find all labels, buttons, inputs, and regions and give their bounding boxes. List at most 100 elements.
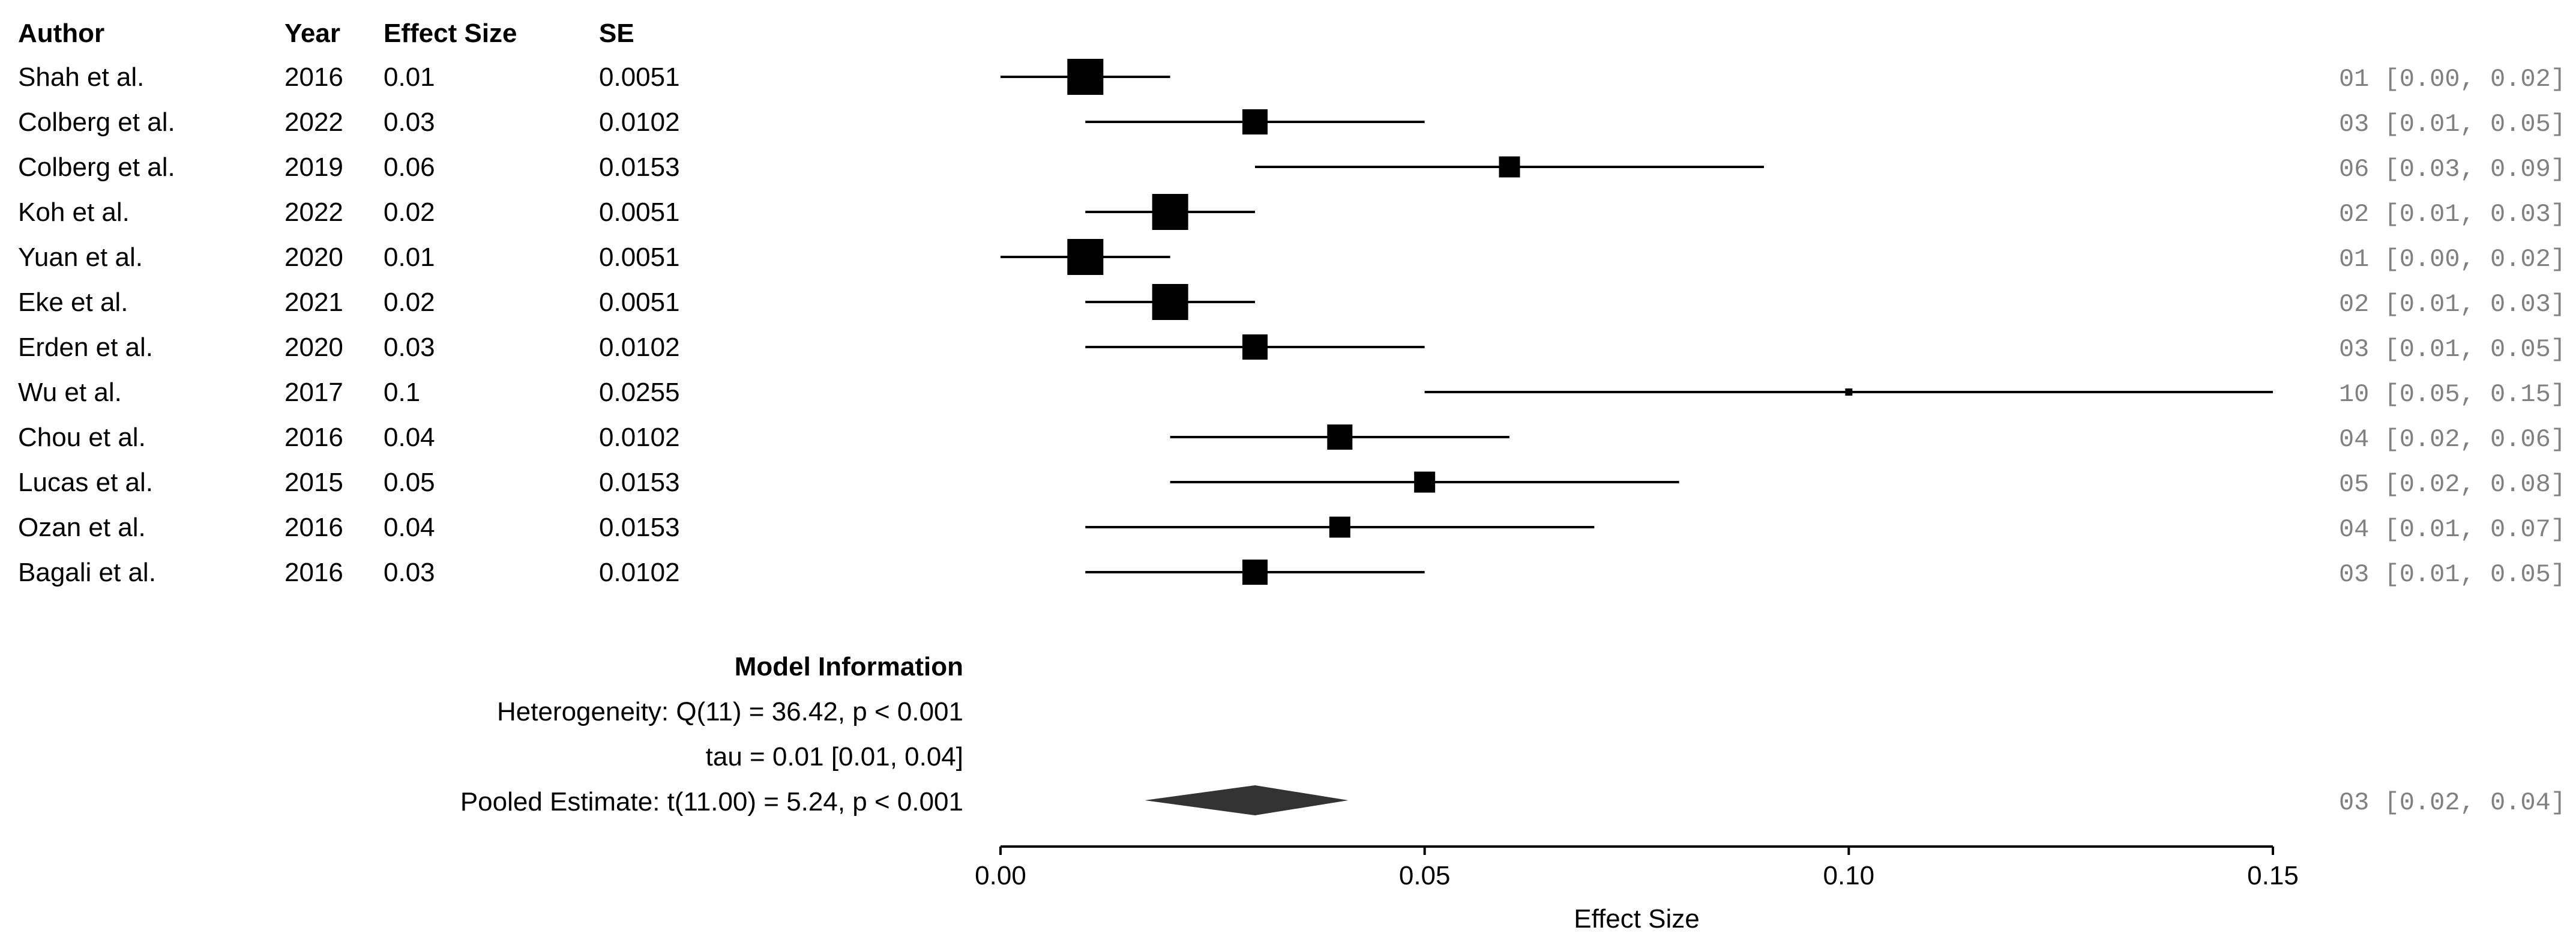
x-axis-label: Effect Size: [1574, 904, 1700, 934]
header-effect-size: Effect Size: [384, 19, 517, 48]
study-year: 2016: [284, 513, 343, 542]
study-se: 0.0153: [599, 513, 680, 542]
effect-marker: [1242, 560, 1268, 585]
study-row: Colberg et al. 2019 0.06 0.0153 06 [0.03, 0.…: [18, 152, 2566, 184]
effect-marker: [1067, 239, 1104, 275]
pooled-diamond: [1145, 785, 1349, 815]
study-row: Koh et al. 2022 0.02 0.0051 02 [0.01, 0.03]: [18, 194, 2566, 230]
study-row: Colberg et al. 2022 0.03 0.0102 03 [0.01, 0.…: [18, 107, 2566, 139]
effect-marker: [1242, 334, 1268, 360]
study-row: Chou et al. 2016 0.04 0.0102 04 [0.02, 0.06]: [18, 423, 2566, 454]
study-row: Ozan et al. 2016 0.04 0.0153 04 [0.01, 0.07]: [18, 513, 2566, 544]
ci-text: 03 [0.01, 0.05]: [2339, 335, 2566, 364]
header-author: Author: [18, 19, 104, 48]
study-year: 2022: [284, 107, 343, 137]
study-row: Wu et al. 2017 0.1 0.0255 10 [0.05, 0.15]: [18, 378, 2566, 409]
study-year: 2019: [284, 152, 343, 182]
study-row: Bagali et al. 2016 0.03 0.0102 03 [0.01, 0.0…: [18, 558, 2566, 589]
heterogeneity-text: Heterogeneity: Q(11) = 36.42, p < 0.001: [497, 697, 963, 726]
ci-text: 03 [0.01, 0.05]: [2339, 110, 2566, 139]
study-effect-size: 0.03: [384, 333, 435, 362]
study-year: 2020: [284, 333, 343, 362]
study-author: Erden et al.: [18, 333, 153, 362]
study-se: 0.0051: [599, 243, 680, 272]
study-rows: Shah et al. 2016 0.01 0.0051 01 [0.00, 0.02]…: [18, 59, 2566, 589]
ci-text: 01 [0.00, 0.02]: [2339, 65, 2566, 94]
study-author: Lucas et al.: [18, 468, 153, 497]
study-year: 2020: [284, 243, 343, 272]
effect-marker: [1067, 59, 1104, 95]
effect-marker: [1499, 156, 1520, 178]
pooled-estimate-text: Pooled Estimate: t(11.00) = 5.24, p < 0.…: [460, 787, 963, 817]
study-author: Ozan et al.: [18, 513, 146, 542]
study-author: Yuan et al.: [18, 243, 143, 272]
study-effect-size: 0.02: [384, 288, 435, 317]
model-info-title: Model Information: [735, 652, 963, 681]
study-author: Shah et al.: [18, 62, 144, 92]
ci-text: 03 [0.01, 0.05]: [2339, 560, 2566, 589]
ci-text: 01 [0.00, 0.02]: [2339, 245, 2566, 274]
study-effect-size: 0.06: [384, 152, 435, 182]
column-headers: Author Year Effect Size SE: [18, 19, 634, 48]
ci-text: 02 [0.01, 0.03]: [2339, 200, 2566, 229]
study-author: Eke et al.: [18, 288, 128, 317]
ci-text: 04 [0.02, 0.06]: [2339, 425, 2566, 454]
ci-text: 06 [0.03, 0.09]: [2339, 155, 2566, 184]
study-se: 0.0153: [599, 468, 680, 497]
study-year: 2016: [284, 558, 343, 587]
effect-marker: [1152, 194, 1188, 230]
x-tick-label: 0.05: [1399, 861, 1451, 890]
study-year: 2017: [284, 378, 343, 407]
tau-text: tau = 0.01 [0.01, 0.04]: [706, 742, 963, 771]
study-se: 0.0102: [599, 423, 680, 452]
header-year: Year: [284, 19, 340, 48]
x-tick-label: 0.10: [1823, 861, 1875, 890]
study-author: Colberg et al.: [18, 152, 175, 182]
x-axis: 0.00 0.05 0.10 0.15 Effect Size: [975, 845, 2299, 934]
study-se: 0.0102: [599, 107, 680, 137]
study-effect-size: 0.02: [384, 198, 435, 227]
study-author: Koh et al.: [18, 198, 130, 227]
study-author: Wu et al.: [18, 378, 122, 407]
study-year: 2015: [284, 468, 343, 497]
study-row: Eke et al. 2021 0.02 0.0051 02 [0.01, 0.03]: [18, 284, 2566, 320]
ci-text: 02 [0.01, 0.03]: [2339, 290, 2566, 319]
study-effect-size: 0.04: [384, 423, 435, 452]
study-row: Lucas et al. 2015 0.05 0.0153 05 [0.02, 0.08…: [18, 468, 2566, 499]
model-information: Model Information Heterogeneity: Q(11) = …: [460, 652, 2566, 817]
effect-marker: [1845, 388, 1853, 396]
study-effect-size: 0.03: [384, 107, 435, 137]
study-effect-size: 0.01: [384, 62, 435, 92]
study-year: 2021: [284, 288, 343, 317]
study-se: 0.0255: [599, 378, 680, 407]
study-row: Erden et al. 2020 0.03 0.0102 03 [0.01, 0.05…: [18, 333, 2566, 364]
study-effect-size: 0.04: [384, 513, 435, 542]
study-year: 2022: [284, 198, 343, 227]
effect-marker: [1329, 516, 1350, 538]
effect-marker: [1152, 284, 1188, 320]
study-se: 0.0102: [599, 333, 680, 362]
ci-text: 05 [0.02, 0.08]: [2339, 470, 2566, 499]
study-effect-size: 0.05: [384, 468, 435, 497]
x-tick-label: 0.00: [975, 861, 1026, 890]
x-tick-label: 0.15: [2247, 861, 2299, 890]
study-se: 0.0051: [599, 62, 680, 92]
study-se: 0.0153: [599, 152, 680, 182]
study-se: 0.0102: [599, 558, 680, 587]
effect-marker: [1242, 109, 1268, 134]
study-row: Shah et al. 2016 0.01 0.0051 01 [0.00, 0.02]: [18, 59, 2566, 95]
study-author: Bagali et al.: [18, 558, 156, 587]
pooled-ci-text: 03 [0.02, 0.04]: [2339, 788, 2566, 817]
study-se: 0.0051: [599, 198, 680, 227]
study-year: 2016: [284, 423, 343, 452]
study-effect-size: 0.1: [384, 378, 420, 407]
study-effect-size: 0.01: [384, 243, 435, 272]
effect-marker: [1327, 424, 1353, 450]
effect-marker: [1414, 471, 1436, 493]
ci-text: 04 [0.01, 0.07]: [2339, 515, 2566, 544]
study-row: Yuan et al. 2020 0.01 0.0051 01 [0.00, 0.02]: [18, 239, 2566, 275]
header-se: SE: [599, 19, 634, 48]
study-author: Colberg et al.: [18, 107, 175, 137]
study-se: 0.0051: [599, 288, 680, 317]
